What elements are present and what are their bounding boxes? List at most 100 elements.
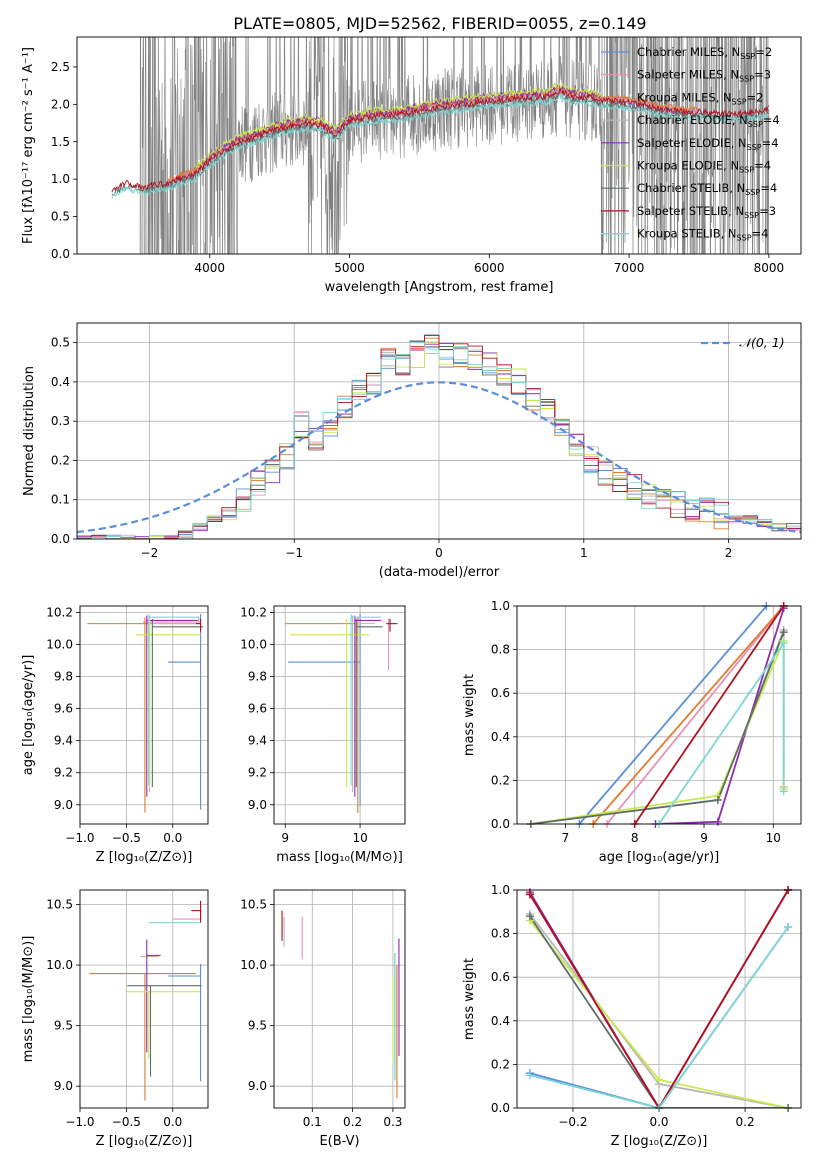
axes-frame — [516, 889, 802, 1109]
legend-label: Salpeter MILES, NSSP=3 — [637, 68, 771, 84]
x-axis-label: E(B-V) — [319, 1134, 359, 1149]
legend-label-tail: =3 — [759, 204, 776, 218]
y-tick-label: 9.2 — [54, 766, 73, 780]
x-tick-label: −0.2 — [558, 1115, 587, 1129]
x-tick-label: 10 — [352, 831, 367, 845]
x-tick-label: −1 — [285, 546, 303, 560]
x-axis-label: Z [log₁₀(Z/Z⊙)] — [96, 850, 193, 865]
y-tick-label: 0.1 — [51, 493, 70, 507]
legend-label-main: Kroupa MILES, N — [637, 90, 732, 104]
histogram-step-8 — [77, 341, 801, 539]
axes-frame — [79, 605, 209, 825]
y-axis-label: Normed distribution — [22, 366, 37, 496]
weight-line-8 — [529, 926, 789, 1108]
y-tick-label: 10.5 — [240, 898, 267, 912]
y-tick-label: 9.5 — [248, 1019, 267, 1033]
legend-label-tail: =4 — [754, 159, 771, 173]
model-line-8 — [111, 92, 770, 199]
legend-label: Chabrier MILES, NSSP=2 — [637, 45, 772, 61]
y-tick-label: 9.0 — [248, 798, 267, 812]
y-tick-label: 2.5 — [51, 60, 70, 74]
model-line-7 — [111, 87, 770, 193]
panel-mass_weight_vs_Z: −0.2 0.0 0.2 0.0 0.2 0.4 0.6 0.8 1.0 Z [log₁₀(Z/Z… — [462, 883, 802, 1149]
x-tick-label: 5000 — [334, 261, 365, 275]
x-tick-label: 9 — [700, 831, 708, 845]
x-tick-label: 9 — [281, 831, 289, 845]
legend-label-sub: SSP — [739, 75, 754, 84]
axes-frame — [76, 36, 802, 255]
legend-label-tail: =2 — [755, 45, 772, 59]
weight-line-6 — [529, 915, 789, 1108]
x-tick-label: 0.2 — [343, 1115, 362, 1129]
legend-label-sub: SSP — [744, 211, 759, 220]
y-tick-label: 10.2 — [240, 605, 267, 619]
legend-label-tail: =3 — [754, 68, 771, 82]
legend-label: Salpeter STELIB, NSSP=3 — [637, 204, 776, 220]
y-tick-label: 0.5 — [51, 336, 70, 350]
x-tick-label: 1 — [580, 546, 588, 560]
x-tick-label: −1.0 — [65, 1115, 94, 1129]
weight-line-7 — [529, 890, 789, 1108]
y-tick-label: 2.0 — [51, 97, 70, 111]
x-tick-label: −2 — [141, 546, 159, 560]
y-tick-label: 0.5 — [51, 210, 70, 224]
x-tick-label: 7 — [562, 831, 570, 845]
y-tick-label: 10.5 — [46, 898, 73, 912]
y-tick-label: 9.8 — [248, 670, 267, 684]
panels: 4000 5000 6000 7000 8000 0.0 0.5 1.0 1.5 2.0 2.5 wa… — [21, 36, 802, 1149]
legend-label-main: Kroupa ELODIE, N — [637, 159, 739, 173]
y-tick-label: 0.0 — [491, 817, 510, 831]
axes-frame — [76, 322, 802, 540]
x-tick-label: 0.0 — [163, 1115, 182, 1129]
y-tick-label: 0.3 — [51, 414, 70, 428]
y-tick-label: 9.6 — [54, 702, 73, 716]
y-tick-label: 0.2 — [491, 1057, 510, 1071]
y-tick-label: 9.2 — [248, 766, 267, 780]
y-tick-label: 1.0 — [51, 172, 70, 186]
panel-mass_vs_EBV: 0.1 0.2 0.3 9.0 9.5 10.0 10.5 E(B-V) — [240, 889, 406, 1149]
x-tick-label: 0.2 — [736, 1115, 755, 1129]
y-tick-label: 0.6 — [491, 686, 510, 700]
y-tick-label: 0.8 — [491, 643, 510, 657]
legend-label: Chabrier ELODIE, NSSP=4 — [637, 113, 780, 129]
plot-area-spectrum — [111, 37, 770, 254]
legend-label: Kroupa MILES, NSSP=2 — [637, 90, 763, 106]
panel-mass_vs_Z: −1.0 −0.5 0.0 9.0 9.5 10.0 10.5 Z [log₁₀(Z/Z⊙)]… — [21, 889, 209, 1149]
legend-label: Kroupa STELIB, NSSP=4 — [637, 227, 768, 243]
legend-label-sub: SSP — [740, 52, 755, 61]
legend-label: 𝒩(0, 1) — [739, 335, 785, 350]
y-tick-label: 10.0 — [46, 958, 73, 972]
x-tick-label: 8 — [631, 831, 639, 845]
y-tick-label: 0.2 — [51, 453, 70, 467]
panel-spectrum: 4000 5000 6000 7000 8000 0.0 0.5 1.0 1.5 2.0 2.5 wa… — [21, 36, 802, 295]
legend-label-tail: =4 — [752, 227, 769, 241]
y-tick-label: 0.4 — [51, 375, 70, 389]
panel-age_vs_mass: 9 10 9.0 9.2 9.4 9.6 9.8 10.0 10.2 mass [log₁₀(M/… — [240, 605, 406, 865]
legend-label-main: Chabrier STELIB, N — [637, 181, 745, 195]
y-tick-label: 0.4 — [491, 1014, 510, 1028]
y-tick-label: 1.0 — [491, 883, 510, 897]
x-axis-label: wavelength [Angstrom, rest frame] — [325, 280, 554, 295]
y-tick-label: 0.0 — [491, 1101, 510, 1115]
axes-frame — [516, 605, 802, 825]
y-tick-label: 0.2 — [491, 773, 510, 787]
legend-label-tail: =4 — [763, 113, 780, 127]
weight-line-0 — [578, 606, 768, 824]
y-tick-label: 0.6 — [491, 970, 510, 984]
x-tick-label: 0.3 — [383, 1115, 402, 1129]
legend-label-sub: SSP — [737, 234, 752, 243]
y-tick-label: 9.0 — [54, 1079, 73, 1093]
x-tick-label: 4000 — [195, 261, 226, 275]
y-tick-label: 0.0 — [51, 532, 70, 546]
plot-area-mass_vs_EBV — [281, 910, 400, 1099]
x-axis-label: age [log₁₀(age/yr)] — [599, 850, 720, 865]
plot-area-age_vs_mass — [285, 614, 398, 813]
panel-residuals: −2 −1 0 1 2 0.0 0.1 0.2 0.3 0.4 0.5 (data-model)/er… — [22, 322, 802, 580]
y-tick-label: 9.8 — [54, 670, 73, 684]
legend-label-main: Salpeter MILES, N — [637, 68, 739, 82]
weight-line-1 — [606, 606, 785, 824]
y-axis-label: age [log₁₀(age/yr)] — [21, 655, 36, 776]
x-axis-label: Z [log₁₀(Z/Z⊙)] — [611, 1134, 708, 1149]
